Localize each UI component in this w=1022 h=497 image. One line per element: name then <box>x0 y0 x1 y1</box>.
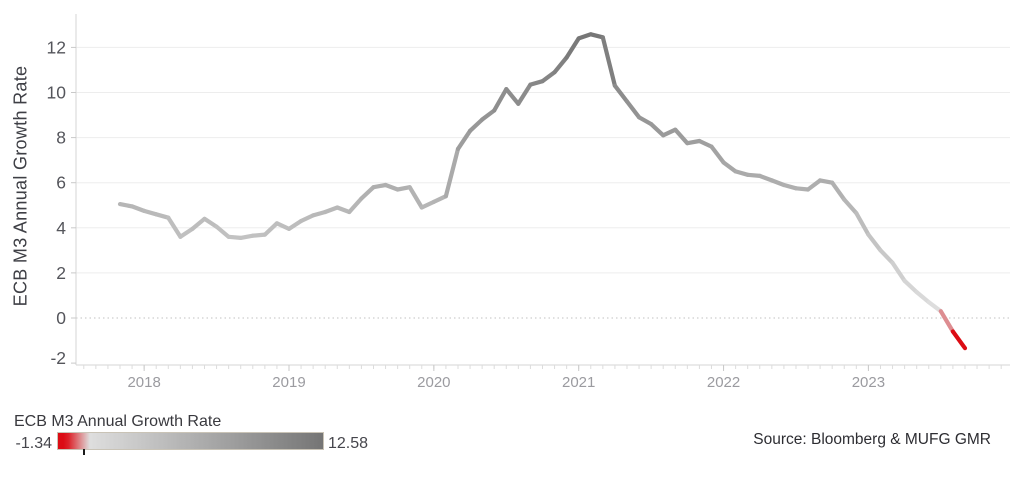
chart-canvas: 12 10 8 6 4 2 0 -2 2018 2019 2020 2021 2022 2023 <box>47 14 1010 391</box>
growth-rate-line-segment <box>769 178 786 188</box>
growth-rate-line-segment <box>721 160 738 174</box>
growth-rate-line-segment <box>492 87 509 113</box>
growth-rate-line-segment <box>323 205 340 215</box>
growth-rate-line-segment <box>950 329 968 351</box>
growth-rate-line-segment <box>612 83 630 104</box>
growth-rate-line-segment <box>468 117 485 133</box>
growth-rate-line-segment <box>407 185 424 210</box>
legend-title: ECB M3 Annual Growth Rate <box>14 413 222 430</box>
growth-rate-line-segment <box>576 32 593 41</box>
growth-rate-line-segment <box>130 204 147 213</box>
growth-rate-line-segment <box>854 211 871 237</box>
growth-rate-line-segment <box>299 213 316 224</box>
colorbar-min-label: -1.34 <box>15 435 52 452</box>
y-tick-label: -2 <box>50 348 66 368</box>
growth-rate-line-segment <box>564 36 581 60</box>
colorbar-zero-tick <box>83 449 85 455</box>
y-tick-label: 6 <box>56 173 66 193</box>
growth-rate-line-segment <box>274 221 292 231</box>
growth-rate-line-segment <box>842 197 859 216</box>
growth-rate-line-segment <box>202 216 219 229</box>
growth-rate-line-segment <box>624 99 642 120</box>
growth-rate-line-segment <box>516 82 533 106</box>
growth-rate-line-segment <box>661 127 678 138</box>
growth-rate-line-segment <box>419 199 436 210</box>
y-tick-label: 0 <box>56 308 66 328</box>
growth-rate-line-segment <box>335 205 352 215</box>
growth-rate-line-segment <box>866 232 883 253</box>
growth-rate-line-segment <box>914 290 931 305</box>
y-tick-label: 12 <box>47 37 66 57</box>
growth-rate-line-segment <box>637 115 654 127</box>
growth-rate-line-segment <box>286 218 304 231</box>
growth-rate-line-segment <box>383 182 400 192</box>
y-tick-label: 10 <box>47 83 67 103</box>
growth-rate-line-segment <box>600 35 617 88</box>
growth-rate-line-segment <box>347 196 364 215</box>
colorbar-max-label: 12.58 <box>328 435 369 452</box>
growth-rate-line-segment <box>830 180 847 202</box>
y-tick-label: 4 <box>56 218 66 238</box>
growth-rate-line-segment <box>443 146 461 199</box>
x-tick-label: 2019 <box>272 374 305 391</box>
growth-rate-line-segment <box>697 138 714 149</box>
growth-rate-line-segment <box>552 55 569 75</box>
y-tick-label: 2 <box>56 263 66 283</box>
growth-rate-line-segment <box>938 309 955 334</box>
y-tick-label: 8 <box>56 128 66 148</box>
growth-rate-line-segment <box>359 185 376 201</box>
growth-rate-line-segment <box>431 194 448 204</box>
growth-rate-line-segment <box>190 216 207 231</box>
growth-rate-line-segment <box>455 128 473 151</box>
growth-rate-line-segment <box>480 108 497 122</box>
growth-rate-line-segment <box>504 87 521 106</box>
growth-rate-line-segment <box>649 122 666 138</box>
growth-rate-line-segment <box>673 127 690 146</box>
x-tick-label: 2022 <box>707 374 740 391</box>
growth-rate-line-segment <box>902 278 919 295</box>
source-caption: Source: Bloomberg & MUFG GMR <box>753 431 991 448</box>
growth-rate-line-segment <box>878 248 895 265</box>
growth-rate-line-segment <box>540 70 557 84</box>
colorbar-gradient <box>57 432 324 450</box>
x-tick-label: 2021 <box>562 374 595 391</box>
growth-rate-line-segment <box>926 300 943 314</box>
growth-rate-line-segment <box>262 221 279 237</box>
growth-rate-line-segment <box>757 173 774 183</box>
growth-rate-line-segment <box>709 144 726 165</box>
growth-rate-line-segment <box>166 215 183 239</box>
growth-rate-line-segment <box>890 260 907 283</box>
growth-rate-line-segment <box>178 226 195 239</box>
growth-rate-line-segment <box>214 224 231 239</box>
growth-rate-line-segment <box>805 178 823 192</box>
x-tick-label: 2023 <box>852 374 885 391</box>
x-tick-label: 2020 <box>417 374 450 391</box>
x-tick-label: 2018 <box>127 374 160 391</box>
